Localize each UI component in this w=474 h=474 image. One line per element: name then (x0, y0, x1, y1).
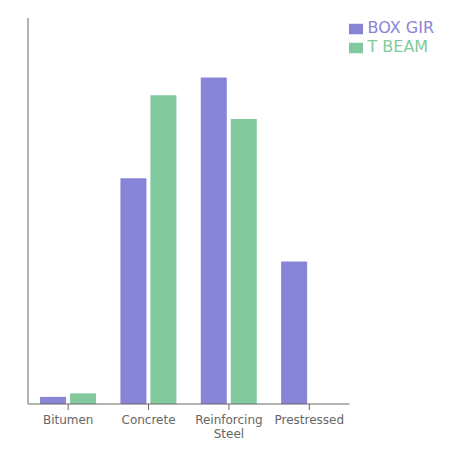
html-text:BOX GIR: BOX GIR (367, 18, 434, 37)
html-text:T BEAM: T BEAM (367, 37, 429, 56)
svg-text:ReinforcingSteel: ReinforcingSteel (195, 413, 263, 441)
svg-text:Concrete: Concrete (122, 413, 176, 427)
svg-text:Prestressed: Prestressed (274, 413, 344, 427)
svg-text:Bitumen: Bitumen (43, 413, 94, 427)
